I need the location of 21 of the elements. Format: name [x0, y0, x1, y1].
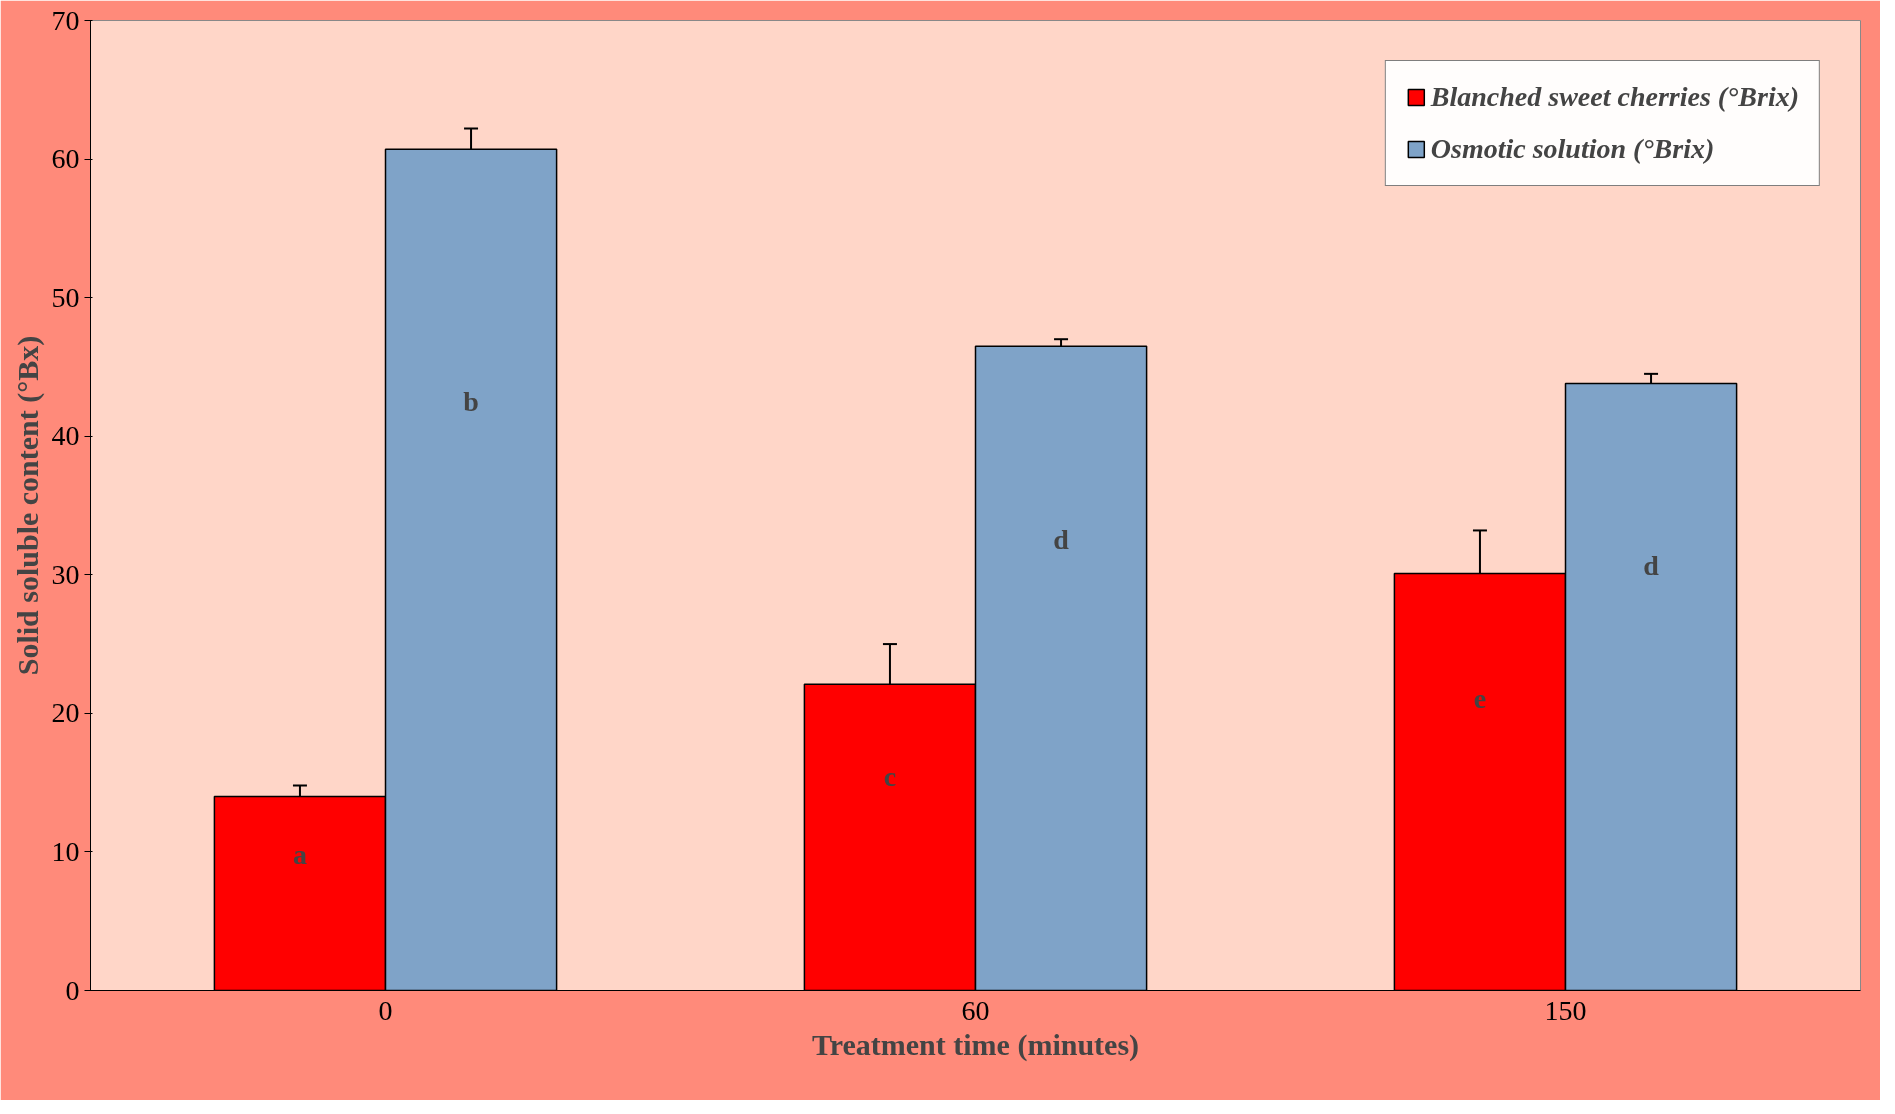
- data-label: c: [883, 760, 897, 792]
- data-label: a: [292, 839, 307, 871]
- data-label: e: [1473, 682, 1487, 714]
- y-tick-label: 50: [51, 281, 80, 313]
- y-tick-label: 0: [65, 974, 80, 1006]
- y-tick-label: 70: [51, 4, 80, 36]
- y-tick-label: 60: [51, 143, 80, 175]
- x-tick-label: 60: [961, 994, 990, 1026]
- legend-label: Osmotic solution (°Brix): [1430, 133, 1715, 165]
- x-axis-title: Treatment time (minutes): [811, 1027, 1140, 1062]
- y-tick-label: 10: [51, 835, 80, 867]
- y-tick-label: 40: [51, 420, 80, 452]
- data-label: d: [1643, 550, 1660, 582]
- data-label: d: [1053, 523, 1070, 555]
- x-tick-label: 0: [378, 994, 393, 1026]
- y-tick-label: 30: [51, 558, 80, 590]
- legend-label: Blanched sweet cherries (°Brix): [1430, 81, 1799, 113]
- y-axis-title: Solid soluble content (°Bx): [10, 335, 45, 676]
- x-tick-label: 150: [1544, 994, 1587, 1026]
- y-tick-label: 20: [51, 697, 80, 729]
- data-label: b: [463, 386, 479, 418]
